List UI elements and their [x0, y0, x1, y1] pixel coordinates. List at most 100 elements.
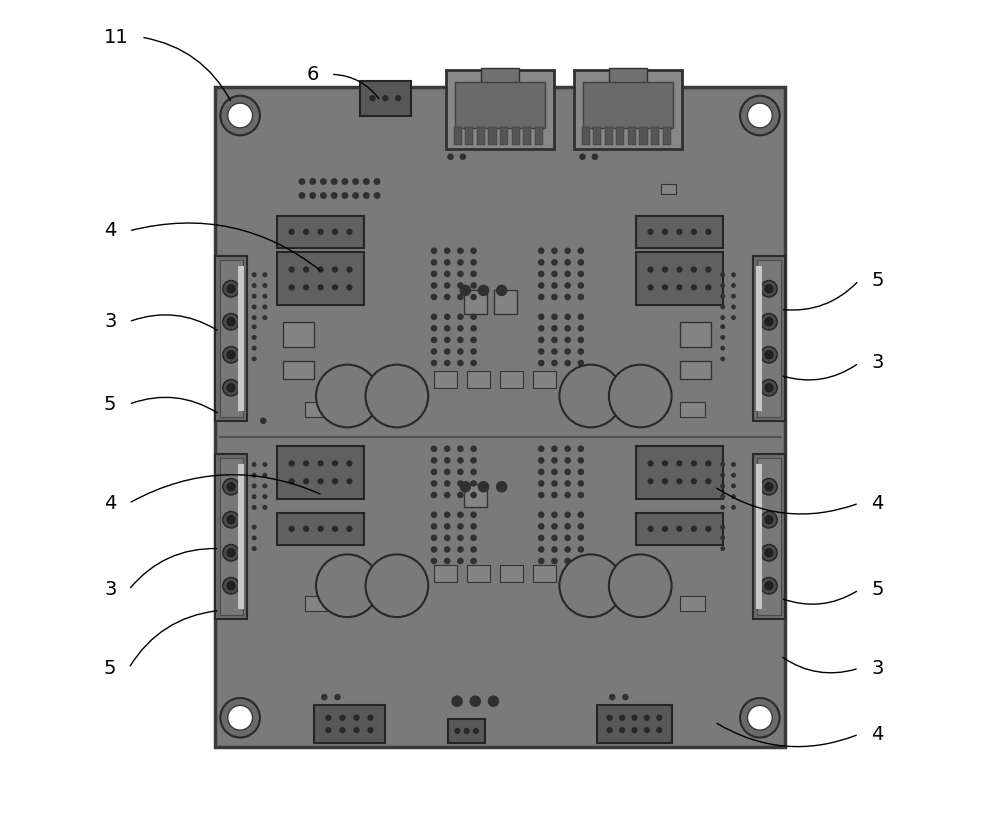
Bar — [283, 361, 314, 380]
Circle shape — [720, 346, 725, 351]
Circle shape — [457, 512, 464, 518]
Circle shape — [731, 462, 736, 467]
Circle shape — [647, 478, 654, 484]
Text: 3: 3 — [104, 312, 116, 332]
Circle shape — [457, 348, 464, 355]
Circle shape — [578, 480, 584, 487]
Circle shape — [538, 360, 545, 366]
Circle shape — [662, 478, 668, 484]
Circle shape — [366, 554, 428, 617]
Circle shape — [252, 346, 257, 351]
Circle shape — [444, 512, 451, 518]
Circle shape — [431, 535, 437, 541]
Circle shape — [538, 492, 545, 498]
Bar — [277, 252, 364, 305]
Circle shape — [631, 727, 638, 733]
Circle shape — [676, 460, 683, 466]
Circle shape — [444, 523, 451, 530]
Circle shape — [457, 282, 464, 289]
Circle shape — [457, 337, 464, 343]
Circle shape — [538, 512, 545, 518]
Circle shape — [607, 714, 613, 721]
Circle shape — [262, 494, 267, 499]
Circle shape — [223, 346, 239, 363]
Circle shape — [457, 546, 464, 553]
Circle shape — [564, 492, 571, 498]
Bar — [465, 127, 473, 145]
Circle shape — [444, 469, 451, 475]
Circle shape — [346, 460, 353, 466]
Circle shape — [457, 271, 464, 277]
Bar — [464, 290, 487, 314]
Circle shape — [488, 695, 499, 707]
Circle shape — [564, 248, 571, 254]
Circle shape — [332, 266, 338, 272]
Circle shape — [609, 365, 672, 427]
Circle shape — [367, 727, 374, 733]
Circle shape — [662, 266, 668, 272]
Circle shape — [578, 523, 584, 530]
Circle shape — [227, 516, 235, 524]
Circle shape — [431, 271, 437, 277]
Bar — [651, 127, 659, 145]
Circle shape — [363, 192, 370, 199]
Circle shape — [731, 483, 736, 488]
Circle shape — [228, 705, 253, 730]
Circle shape — [341, 192, 348, 199]
Circle shape — [317, 478, 324, 484]
Circle shape — [431, 259, 437, 266]
Circle shape — [564, 535, 571, 541]
Circle shape — [578, 294, 584, 300]
Circle shape — [431, 348, 437, 355]
Circle shape — [332, 478, 338, 484]
Circle shape — [538, 480, 545, 487]
Circle shape — [564, 337, 571, 343]
Circle shape — [765, 384, 773, 392]
Bar — [680, 402, 705, 417]
Circle shape — [644, 727, 650, 733]
Circle shape — [470, 535, 477, 541]
Circle shape — [538, 337, 545, 343]
Circle shape — [252, 294, 257, 299]
Circle shape — [470, 523, 477, 530]
Circle shape — [303, 478, 309, 484]
Circle shape — [691, 526, 697, 532]
Circle shape — [227, 582, 235, 590]
Circle shape — [731, 272, 736, 277]
Circle shape — [451, 695, 463, 707]
Circle shape — [339, 727, 346, 733]
Circle shape — [765, 285, 773, 293]
Bar — [467, 371, 490, 388]
Circle shape — [720, 473, 725, 478]
Circle shape — [252, 324, 257, 329]
Circle shape — [765, 318, 773, 326]
Circle shape — [551, 480, 558, 487]
Circle shape — [227, 549, 235, 557]
Circle shape — [303, 266, 309, 272]
Circle shape — [647, 526, 654, 532]
Circle shape — [731, 294, 736, 299]
Circle shape — [444, 546, 451, 553]
Circle shape — [578, 512, 584, 518]
Circle shape — [431, 558, 437, 564]
Circle shape — [761, 578, 777, 594]
Circle shape — [331, 192, 338, 199]
Bar — [220, 458, 243, 615]
Bar — [277, 513, 364, 544]
Bar — [220, 260, 243, 417]
Bar — [757, 260, 781, 417]
Circle shape — [551, 512, 558, 518]
Circle shape — [720, 535, 725, 540]
Circle shape — [761, 280, 777, 297]
Circle shape — [662, 526, 668, 532]
Circle shape — [551, 325, 558, 332]
Circle shape — [564, 282, 571, 289]
Circle shape — [252, 473, 257, 478]
Circle shape — [551, 523, 558, 530]
Circle shape — [564, 457, 571, 464]
Circle shape — [444, 271, 451, 277]
Circle shape — [578, 492, 584, 498]
Circle shape — [444, 282, 451, 289]
Circle shape — [223, 380, 239, 396]
Circle shape — [619, 727, 625, 733]
